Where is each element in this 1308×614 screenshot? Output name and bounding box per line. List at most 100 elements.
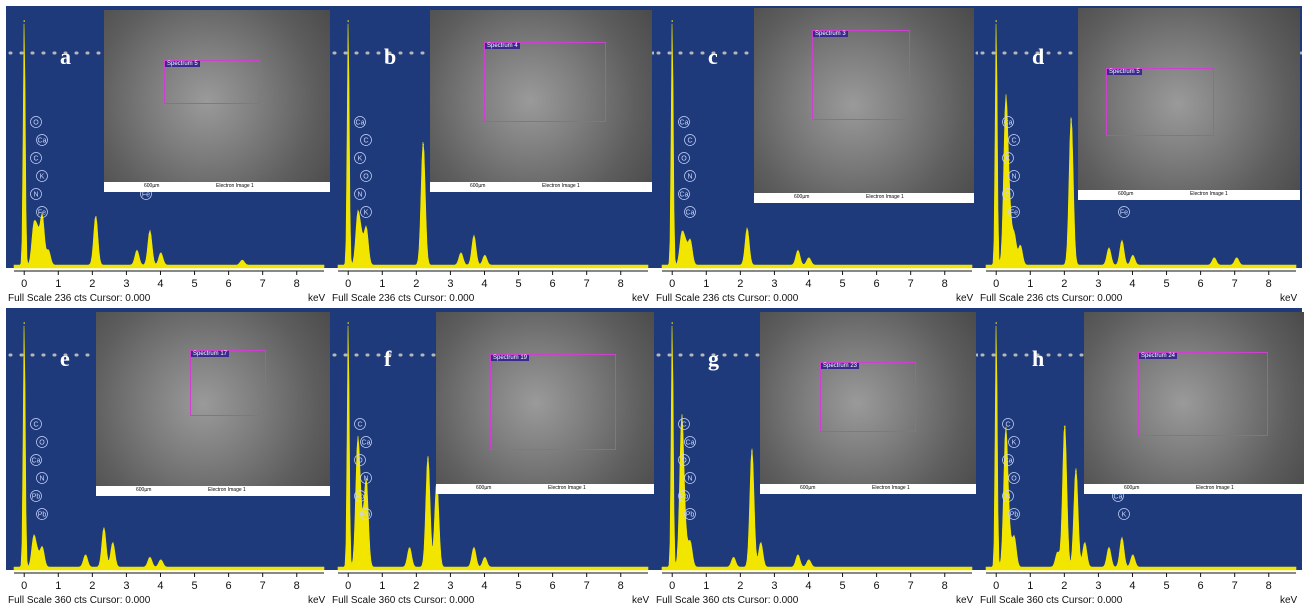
scale-bar-label: 600µm [144,183,160,189]
element-label-ring [1008,134,1020,146]
peak-point [103,529,105,532]
element-label-ring [360,508,372,520]
x-tick-label: 5 [515,278,521,290]
element-label: O [363,174,369,181]
peak-point [1008,544,1011,547]
x-tick-label: 4 [1129,278,1135,290]
peak-point [751,450,753,453]
full-scale-readout: Full Scale 236 cts Cursor: 0.000 [8,293,151,304]
element-label: Ca [686,440,695,447]
element-label: N [1005,494,1010,501]
sem-image: 600µm Electron Image 1 Spectrum 4 [430,10,652,192]
element-label-ring [678,418,690,430]
element-label-ring [36,436,48,448]
element-label: Fe [142,192,150,199]
spectrum-label: Spectrum 5 [165,61,200,67]
element-label-ring [678,116,690,128]
x-tick-label: 2 [1061,278,1067,290]
spectrum-label: Spectrum 5 [1107,69,1142,75]
sem-image: 600µm Electron Image 1 Spectrum 23 [760,312,976,494]
peak-point [347,322,350,324]
x-tick-label: 0 [21,580,27,592]
sem-image: 600µm Electron Image 1 Spectrum 3 [754,8,974,203]
element-label-ring [1002,152,1014,164]
x-tick-label: 1 [1027,278,1033,290]
panel-letter: f [384,346,392,371]
element-label: N [687,174,692,181]
element-label: N [363,476,368,483]
energy-unit: keV [308,595,326,606]
x-tick-label: 3 [123,278,129,290]
spectrum-area [661,325,973,571]
peak-point [759,544,762,547]
element-label: Pb [686,512,695,519]
x-tick-label: 1 [703,580,709,592]
peak-point [473,237,475,240]
spectrum-roi-box: Spectrum 19 [490,354,616,450]
element-label: Ca [680,120,689,127]
scale-bar-label: 600µm [1118,191,1134,197]
peak-point [1083,544,1086,547]
panel-letter: h [1032,346,1045,371]
eds-panel-b: 012345678CaCKONKCaKCa600µmElectron Image… [330,6,654,311]
peak-point [680,237,683,240]
peak-point [460,254,462,257]
x-tick-label: 4 [1129,580,1135,592]
element-label-ring [678,454,690,466]
peak-point [408,549,411,552]
sem-caption-bar: 600µm Electron Image 1 [760,484,976,494]
element-label: Fe [38,210,46,217]
x-tick-label: 0 [669,580,675,592]
x-tick-label: 8 [294,278,300,290]
element-label: Fe [1010,210,1018,217]
element-label: Ca [1004,120,1013,127]
element-label-ring [360,170,372,182]
panel-letter: a [60,44,71,69]
x-tick-label: 2 [89,580,95,592]
energy-unit: keV [632,293,650,304]
element-label-ring [354,454,366,466]
peak-point [41,217,44,220]
peak-point [422,143,424,146]
full-scale-readout: Full Scale 360 cts Cursor: 0.000 [656,595,799,606]
element-label-ring [30,418,42,430]
element-label-ring [678,188,690,200]
x-tick-label: 2 [413,580,419,592]
element-label-ring [36,206,48,218]
peak-point [23,322,26,324]
x-tick-label: 2 [737,580,743,592]
panel-letter: c [708,44,718,69]
element-label-ring [30,454,42,466]
panel-letter: e [60,346,70,371]
peak-point [1108,249,1110,252]
element-label-ring [354,418,366,430]
element-label-ring [36,170,48,182]
spectrum-label: Spectrum 24 [1139,353,1178,359]
sem-image: 600µm Electron Image 1 Spectrum 5 [1078,8,1300,200]
electron-image-label: Electron Image 1 [216,183,254,189]
element-label: Ca [680,192,689,199]
spectrum-area [337,325,649,571]
peak-point [1108,549,1110,552]
element-label-ring [678,152,690,164]
x-tick-label: 0 [21,278,27,290]
element-label-ring [1118,508,1130,520]
x-tick-label: 5 [839,278,845,290]
full-scale-readout: Full Scale 236 cts Cursor: 0.000 [980,293,1123,304]
x-tick-label: 7 [1232,278,1238,290]
sem-caption-bar: 600µm Electron Image 1 [1084,484,1304,494]
element-label-ring [1002,418,1014,430]
element-label: N [33,192,38,199]
peak-point [1121,242,1123,245]
peak-point [746,230,748,232]
spectrum-roi-box: Spectrum 24 [1138,352,1268,436]
element-label-ring [30,490,42,502]
element-label: Pb [362,512,371,519]
element-label: C [1005,422,1010,429]
sem-image: 600µm Electron Image 1 Spectrum 17 [96,312,334,496]
peak-point [1008,217,1011,220]
element-label-ring [684,206,696,218]
x-tick-label: 4 [805,278,811,290]
x-tick-label: 2 [413,278,419,290]
